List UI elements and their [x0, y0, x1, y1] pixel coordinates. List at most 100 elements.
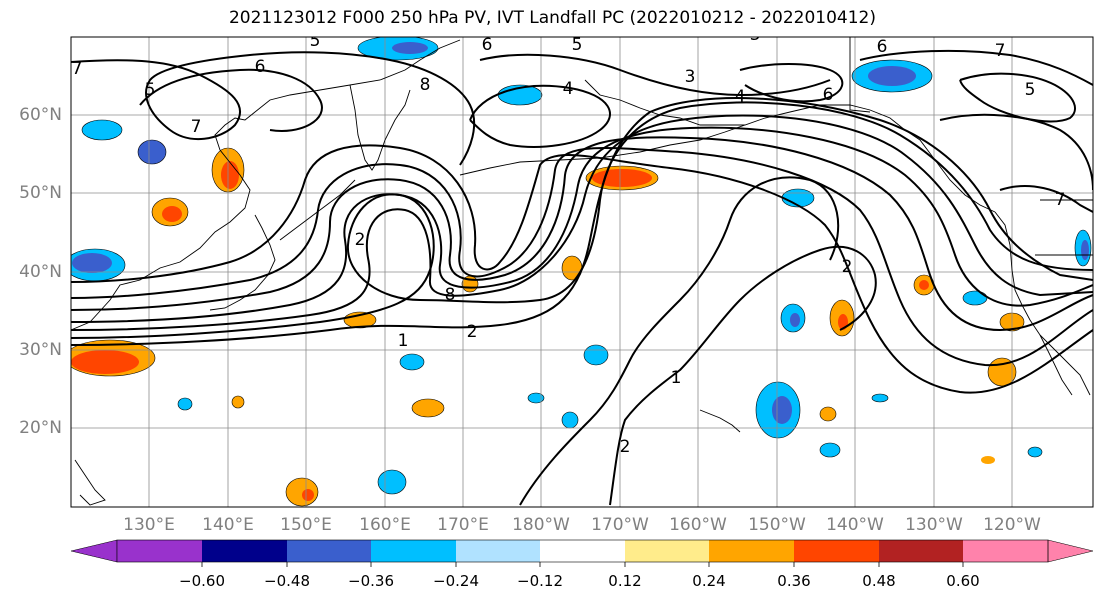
shade-blob [868, 66, 916, 86]
shade-blob [137, 139, 167, 165]
colorbar-segment [540, 540, 625, 562]
shade-blob [592, 169, 652, 187]
lon-label: 140°W [826, 515, 884, 535]
colorbar-tick-label: 0.48 [862, 572, 896, 590]
lon-label: 130°E [123, 515, 175, 535]
colorbar-tick-label: 0.36 [777, 572, 811, 590]
pv-contour [71, 146, 1093, 367]
shade-blob [221, 161, 239, 189]
contour-label: 2 [467, 322, 478, 342]
contour-label: 4 [563, 79, 574, 99]
pv-contour [609, 245, 877, 506]
coastline-philippines [74, 459, 106, 506]
lon-label: 150°W [748, 515, 806, 535]
contour-label: 1 [671, 368, 682, 388]
contour-label: 2 [842, 257, 853, 277]
shade-blob [81, 119, 123, 141]
shade-blob [819, 442, 841, 458]
shade-blob [231, 395, 245, 409]
colorbar-frame [116, 539, 1049, 563]
contour-label: 4 [735, 87, 746, 107]
contour-label: 7 [72, 59, 83, 79]
lon-label: 150°E [280, 515, 332, 535]
colorbar-tick-label: 0.12 [608, 572, 642, 590]
map-panel: 1 1 2 2 2 2 3 3 4 4 5 5 5 5 6 6 6 6 7 7 … [71, 25, 1093, 507]
map-title: 2021123012 F000 250 hPa PV, IVT Landfall… [228, 8, 876, 28]
coastline-asia [71, 39, 461, 331]
colorbar-tick-label: −0.36 [348, 572, 394, 590]
contour-label: 7 [995, 41, 1006, 61]
shade-blob [1081, 240, 1089, 260]
pv-contour [71, 101, 1093, 339]
colorbar-extend-right [1047, 539, 1094, 563]
shade-blob [177, 397, 193, 411]
colorbar-segment [879, 540, 963, 562]
pv-contour [71, 51, 476, 166]
contour-label: 2 [620, 437, 631, 457]
contour-label: 7 [191, 117, 202, 137]
lon-label: 170°W [591, 515, 649, 535]
contour-label: 7 [1055, 190, 1066, 210]
colorbar-tick-label: −0.24 [433, 572, 479, 590]
shade-blob [1027, 446, 1043, 458]
shade-blob [72, 253, 112, 273]
coastline-aleutians [459, 124, 746, 176]
shade-blob [162, 206, 182, 222]
shade-blob [527, 392, 545, 404]
shade-blob [411, 398, 445, 418]
colorbar-segment [371, 540, 456, 562]
shade-blob [302, 489, 314, 501]
contour-label: 5 [145, 80, 156, 100]
shade-blob [392, 42, 428, 54]
shade-blob [919, 280, 929, 290]
pv-contour [71, 114, 1093, 331]
shade-blob [962, 290, 988, 306]
colorbar-segment [287, 540, 371, 562]
lon-label: 160°W [669, 515, 727, 535]
shade-blob [790, 313, 800, 327]
shade-blob [583, 344, 609, 366]
contour-label: 6 [255, 57, 266, 77]
shade-blob [772, 396, 792, 424]
shade-blob [819, 406, 837, 422]
shade-blob [871, 393, 889, 403]
contour-label: 6 [877, 37, 888, 57]
colorbar-extend-left [70, 539, 118, 563]
colorbar-segment [709, 540, 794, 562]
contour-label: 6 [823, 85, 834, 105]
coastline-hawaii [699, 409, 741, 433]
lon-label: 120°W [983, 515, 1041, 535]
lon-label: 180°W [512, 515, 570, 535]
colorbar-segment [794, 540, 879, 562]
shade-blob [561, 411, 579, 429]
colorbar [70, 539, 1094, 567]
contour-label: 3 [685, 67, 696, 87]
coastline-north-america [994, 211, 1091, 396]
pv-contour [139, 68, 323, 132]
coastline-kurils [279, 179, 356, 241]
pv-contour [469, 84, 611, 148]
colorbar-tick-label: 0.60 [946, 572, 980, 590]
lat-label-30: 30°N [19, 340, 62, 360]
pv-contour [519, 176, 840, 506]
map-frame [70, 36, 1094, 508]
lat-label-40: 40°N [19, 262, 62, 282]
lat-label-20: 20°N [19, 418, 62, 438]
colorbar-tick-label: −0.60 [179, 572, 225, 590]
shade-blob [71, 350, 139, 374]
pv-contour [739, 63, 844, 103]
contour-label: 8 [420, 75, 431, 95]
contour-label: 3 [750, 25, 761, 45]
lon-label: 130°W [905, 515, 963, 535]
colorbar-segment [963, 540, 1048, 562]
colorbar-tick-label: −0.12 [517, 572, 563, 590]
pv-contour [71, 144, 1093, 394]
contour-label: 2 [355, 230, 366, 250]
lat-label-60: 60°N [19, 105, 62, 125]
colorbar-segment [456, 540, 540, 562]
pv-contour [959, 72, 1076, 123]
lon-label: 170°E [437, 515, 489, 535]
pv-contours [71, 49, 1093, 506]
pv-contour [479, 53, 831, 97]
colorbar-segment [117, 540, 202, 562]
